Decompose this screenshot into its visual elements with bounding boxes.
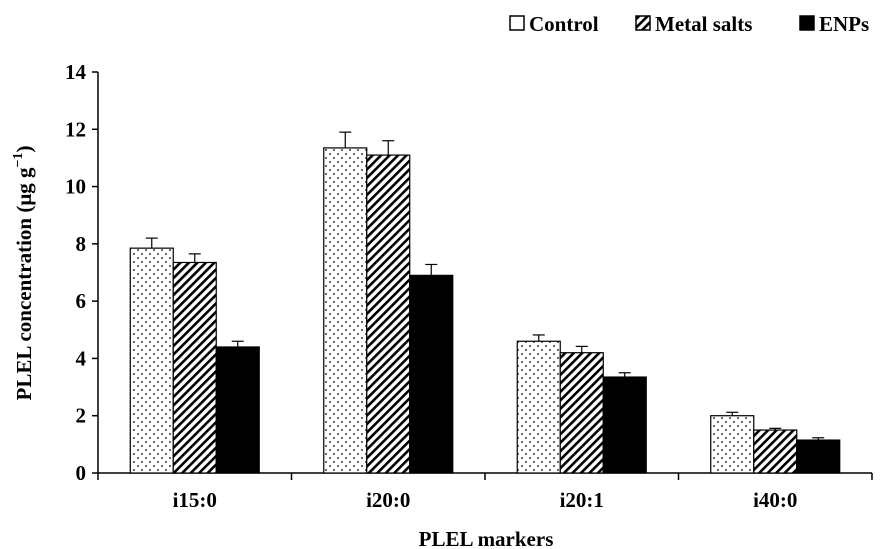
x-axis-title: PLEL markers	[419, 527, 554, 549]
bar	[129, 247, 174, 474]
legend-label-metal-salts: Metal salts	[655, 12, 752, 36]
legend-label-enps: ENPs	[819, 12, 869, 36]
y-tick-label: 2	[76, 404, 87, 428]
bar	[602, 376, 647, 474]
x-category-label: i15:0	[173, 488, 217, 512]
y-axis-title: PLEL concentration (μg g−1)	[11, 146, 36, 401]
legend-item-enps: ENPs	[799, 12, 869, 36]
y-tick-label: 4	[76, 346, 87, 370]
legend-swatch-control	[509, 15, 525, 31]
legend-swatch-enps	[799, 15, 815, 31]
bar	[323, 147, 368, 474]
bar	[753, 429, 798, 474]
plot-area: 0 2 4 6 8 10 12 14 i15:0 i20:0 i20:1 i40:0	[65, 60, 873, 512]
y-tick-label: 12	[65, 117, 86, 141]
legend: Control Metal salts ENPs	[509, 12, 869, 36]
y-tick-label: 0	[76, 461, 87, 485]
x-category-label: i20:1	[560, 488, 604, 512]
y-tick-label: 10	[65, 175, 86, 199]
bar	[796, 439, 841, 474]
legend-swatch-metal-salts	[635, 15, 651, 31]
bar	[409, 274, 454, 474]
bar	[710, 415, 755, 474]
y-tick-label: 6	[76, 289, 87, 313]
y-tick-label: 14	[65, 60, 87, 84]
bar	[559, 352, 604, 474]
bar	[516, 340, 561, 474]
y-tick-label: 8	[76, 232, 87, 256]
bar	[215, 346, 260, 474]
bar	[172, 261, 217, 474]
legend-item-control: Control	[509, 12, 599, 36]
legend-item-metal-salts: Metal salts	[635, 12, 752, 36]
x-category-label: i20:0	[366, 488, 410, 512]
legend-label-control: Control	[529, 12, 599, 36]
bar	[366, 154, 411, 474]
x-category-label: i40:0	[753, 488, 797, 512]
